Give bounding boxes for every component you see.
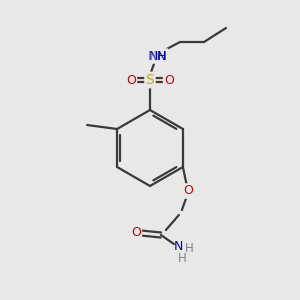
Text: N: N — [156, 50, 166, 62]
Text: O: O — [164, 74, 174, 86]
Text: O: O — [131, 226, 141, 239]
Text: NH: NH — [148, 50, 167, 62]
Text: H: H — [178, 253, 186, 266]
Text: H: H — [148, 50, 156, 62]
Text: N: N — [174, 241, 184, 254]
Text: O: O — [183, 184, 193, 197]
Text: H: H — [184, 242, 193, 256]
Text: O: O — [126, 74, 136, 86]
Text: S: S — [146, 73, 154, 87]
